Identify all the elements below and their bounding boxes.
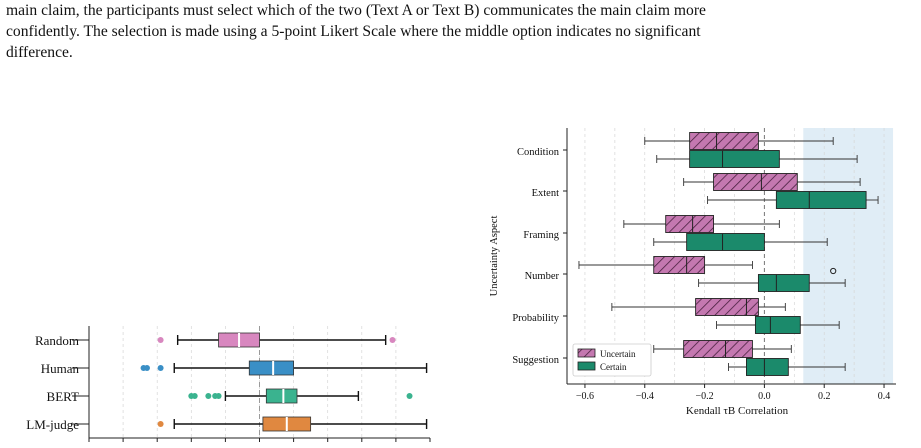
legend-swatch-uncertain [577, 348, 596, 358]
certain-box [689, 150, 780, 168]
paper-text: main claim, the participants must select… [6, 0, 912, 63]
outlier-point [205, 393, 212, 399]
certain-box [686, 233, 765, 251]
box [248, 360, 295, 376]
certain-box [746, 358, 789, 376]
outlier-point [406, 393, 413, 399]
uncertain-box [665, 215, 715, 233]
outlier-point [389, 337, 396, 343]
x-tick-label: −0.6 [576, 391, 594, 402]
category-label: Random [35, 333, 79, 348]
x-axis-label: Kendall τB Correlation [686, 405, 789, 417]
y-axis-label: Uncertainty Aspect [489, 216, 500, 297]
legend-label: Certain [600, 362, 627, 372]
outlier-point [157, 337, 164, 343]
aspect-label: Suggestion [512, 355, 559, 366]
legend-swatch-certain [577, 361, 596, 371]
outlier-point [157, 365, 164, 371]
legend-label: Uncertain [600, 349, 636, 359]
outlier-point [215, 393, 222, 399]
uncertain-box [689, 132, 759, 150]
uncertain-box [683, 340, 753, 358]
aspect-label: Condition [517, 147, 560, 158]
certain-box [775, 191, 867, 209]
shaded-region [803, 128, 894, 384]
uncertain-box [695, 298, 759, 316]
aspect-label: Number [525, 271, 560, 282]
paper-text-line: difference. [6, 44, 73, 61]
paper-text-line: confidently. The selection is made using… [6, 23, 701, 40]
outlier-point [143, 365, 150, 371]
paper-text-line: main claim, the participants must select… [6, 2, 706, 19]
x-tick-label: 0.2 [818, 391, 831, 402]
certain-box [754, 316, 801, 334]
certain-box [757, 274, 810, 292]
box [265, 388, 298, 404]
x-tick-label: −0.4 [636, 391, 654, 402]
outlier-point [191, 393, 198, 399]
category-label: LM-judge [26, 417, 79, 432]
uncertain-box [653, 256, 706, 274]
category-label: Human [41, 361, 80, 376]
x-tick-label: 0.0 [758, 391, 771, 402]
aspect-label: Probability [512, 313, 559, 324]
left-boxplot-chart: Random Human BERT LM-judge [26, 326, 431, 442]
uncertain-box [713, 173, 798, 191]
category-label: BERT [47, 389, 80, 404]
aspect-label: Extent [532, 188, 559, 199]
x-tick-label: 0.4 [878, 391, 891, 402]
aspect-label: Framing [523, 230, 559, 241]
right-boxplot-chart: Condition Extent Framing Number Probabil… [489, 128, 896, 417]
x-tick-label: −0.2 [696, 391, 714, 402]
outlier-point [157, 421, 164, 427]
outlier-point [830, 267, 837, 275]
legend: Uncertain Certain [572, 343, 652, 377]
